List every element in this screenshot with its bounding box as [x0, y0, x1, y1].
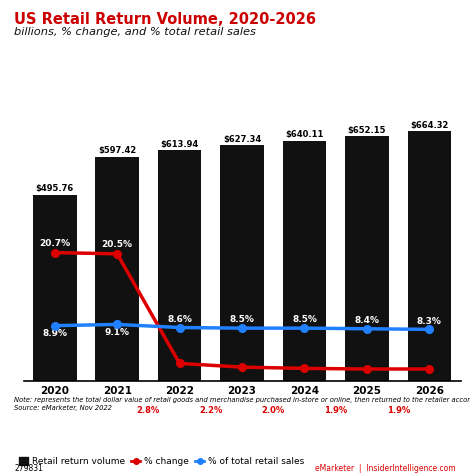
Bar	[33, 195, 77, 381]
Text: 1.9%: 1.9%	[386, 406, 410, 415]
Text: $640.11: $640.11	[285, 130, 324, 139]
Text: 8.5%: 8.5%	[230, 315, 254, 324]
Text: $664.32: $664.32	[410, 121, 448, 130]
Text: 2.0%: 2.0%	[262, 406, 285, 415]
Text: $495.76: $495.76	[36, 184, 74, 193]
Text: 8.5%: 8.5%	[292, 315, 317, 324]
Text: $627.34: $627.34	[223, 135, 261, 144]
Text: $652.15: $652.15	[348, 125, 386, 134]
Text: 279831: 279831	[14, 464, 43, 473]
Bar	[407, 131, 451, 381]
Text: billions, % change, and % total retail sales: billions, % change, and % total retail s…	[14, 27, 256, 37]
Legend: Retail return volume, % change, % of total retail sales: Retail return volume, % change, % of tot…	[19, 457, 304, 466]
Text: 9.1%: 9.1%	[105, 328, 130, 337]
Text: 8.6%: 8.6%	[167, 315, 192, 324]
Text: 20.5%: 20.5%	[102, 240, 133, 249]
Text: 2.8%: 2.8%	[137, 406, 160, 415]
Text: $613.94: $613.94	[160, 140, 199, 149]
Text: US Retail Return Volume, 2020-2026: US Retail Return Volume, 2020-2026	[14, 12, 316, 27]
Text: $597.42: $597.42	[98, 146, 136, 155]
Text: 8.3%: 8.3%	[417, 316, 442, 325]
Bar	[282, 140, 326, 381]
Text: 8.9%: 8.9%	[42, 329, 67, 338]
Bar	[95, 157, 139, 381]
Text: 2.2%: 2.2%	[199, 406, 222, 415]
Text: 8.4%: 8.4%	[354, 316, 379, 325]
Text: 1.9%: 1.9%	[324, 406, 347, 415]
Bar	[158, 150, 202, 381]
Text: eMarketer  |  InsiderIntelligence.com: eMarketer | InsiderIntelligence.com	[315, 464, 456, 473]
Text: 20.7%: 20.7%	[39, 239, 70, 248]
Bar	[345, 136, 389, 381]
Bar	[220, 145, 264, 381]
Text: Note: represents the total dollar value of retail goods and merchandise purchase: Note: represents the total dollar value …	[14, 397, 470, 411]
